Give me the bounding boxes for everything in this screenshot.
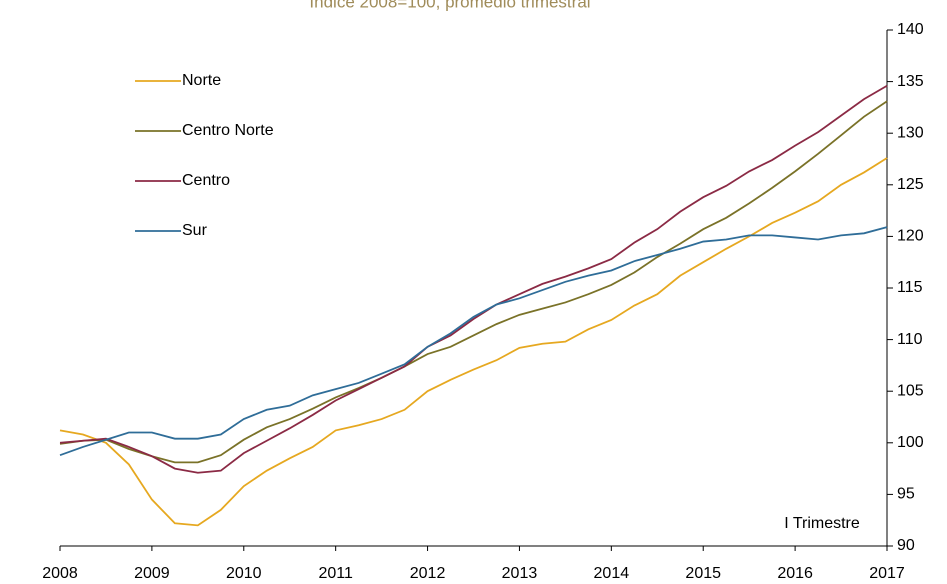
x-tick-label: 2010 [226, 565, 262, 582]
y-tick-label: 135 [897, 73, 924, 90]
y-tick-label: 115 [897, 279, 923, 296]
y-tick-label: 125 [897, 176, 924, 193]
y-tick-label: 110 [897, 331, 923, 348]
legend-label: Centro Norte [182, 122, 274, 139]
x-tick-label: 2011 [318, 565, 353, 582]
legend-label: Norte [182, 72, 221, 89]
y-tick-label: 140 [897, 21, 924, 38]
x-tick-label: 2016 [777, 565, 813, 582]
x-tick-label: 2013 [502, 565, 538, 582]
legend-label: Sur [182, 222, 208, 239]
y-tick-label: 105 [897, 382, 924, 399]
x-tick-label: 2008 [42, 565, 78, 582]
x-tick-label: 2017 [869, 565, 905, 582]
y-tick-label: 130 [897, 124, 924, 141]
x-tick-label: 2015 [685, 565, 721, 582]
series-line [59, 100, 888, 464]
y-tick-label: 95 [897, 486, 915, 503]
series-line [59, 84, 888, 474]
annotation: I Trimestre [784, 515, 860, 532]
chart-title: Índice 2008=100, promedio trimestral [309, 0, 590, 11]
series-line [59, 226, 888, 457]
legend-label: Centro [182, 172, 230, 189]
y-tick-label: 90 [897, 537, 915, 554]
y-tick-label: 100 [897, 434, 924, 451]
x-tick-label: 2009 [134, 565, 170, 582]
x-tick-label: 2012 [410, 565, 446, 582]
x-tick-label: 2014 [594, 565, 630, 582]
series-line [59, 157, 888, 527]
y-tick-label: 120 [897, 228, 924, 245]
